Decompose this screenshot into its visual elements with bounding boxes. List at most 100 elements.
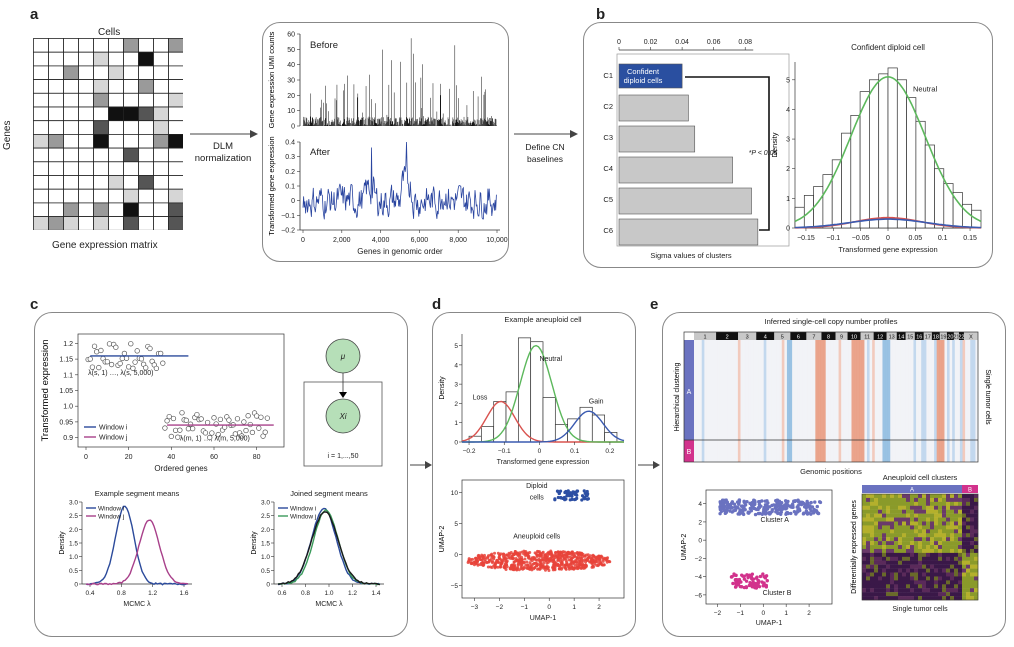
deg-cell (898, 560, 903, 565)
heatmap-column (851, 340, 855, 462)
sigma-xtick-label: 0.02 (644, 39, 658, 46)
deg-cell (914, 545, 919, 550)
deg-cell (878, 505, 883, 510)
matrix-cell (168, 188, 183, 204)
hist-xtick-label: 0.15 (963, 235, 977, 242)
joined-curve (277, 511, 381, 586)
deg-cell (930, 560, 935, 565)
deg-cell (890, 592, 895, 597)
deg-cell (966, 545, 971, 550)
deg-cell (970, 525, 975, 530)
deg-cell (922, 545, 927, 550)
deg-cell (902, 501, 907, 506)
deg-cell (910, 584, 915, 589)
matrix-cell (93, 106, 109, 122)
deg-cell (930, 568, 935, 573)
umap-cluster-a-point (719, 502, 723, 507)
deg-cell (898, 517, 903, 522)
deg-cell (878, 537, 883, 542)
deg-cell (914, 525, 919, 530)
heatmap-column (732, 340, 736, 462)
deg-cell (938, 494, 943, 499)
copy-number-plots: Inferred single-cell copy number profile… (674, 317, 991, 627)
deg-cell (970, 580, 975, 585)
umap-aneuploid-point (529, 557, 533, 561)
umap-aneuploid-point (514, 557, 518, 561)
deg-cell (942, 568, 947, 573)
umap-aneuploid-point (498, 553, 502, 557)
umap-cluster-a-point (778, 507, 783, 511)
deg-cell (910, 564, 915, 569)
deg-cell (922, 556, 927, 561)
deg-cell (878, 568, 883, 573)
deg-cell (966, 494, 971, 499)
deg-cell (946, 497, 951, 503)
deg-cell (894, 572, 899, 577)
umap-diploid-point (566, 493, 570, 497)
deg-cell (974, 501, 979, 506)
umap-aneuploid-point (476, 563, 480, 567)
matrix-cell (108, 175, 124, 190)
chromosome-label: 18 (933, 335, 939, 341)
deg-cell (926, 517, 931, 522)
umap-aneuploid-point (524, 563, 528, 567)
umap-cluster-a-point (815, 510, 819, 515)
deg-cell (878, 584, 883, 589)
deg-cell (906, 545, 911, 550)
deg-cell (958, 517, 963, 522)
umap-cluster-a-point (792, 509, 797, 514)
diploid-label: Diploid (526, 483, 548, 490)
deg-cell (926, 576, 931, 581)
sigma-xlabel: Sigma values of clusters (650, 251, 732, 260)
matrix-cell (168, 106, 183, 122)
umap-cluster-b-point (744, 585, 748, 589)
deg-cell (910, 521, 915, 526)
deg-cell (946, 513, 951, 518)
joined-ytick-label: 1.5 (261, 541, 270, 548)
joined-xtick-label: 1.4 (371, 590, 380, 597)
deg-cell (922, 509, 927, 514)
umap-cluster-a-point (735, 500, 740, 504)
deg-cell (942, 521, 947, 526)
deg-cell (950, 584, 955, 589)
matrix-cell (93, 202, 109, 217)
heatmap-column (895, 340, 899, 462)
deg-cell (942, 541, 947, 546)
d-xtick-label: 0.1 (570, 448, 579, 455)
umap-aneuploid-point (565, 562, 569, 566)
matrix-cell (33, 188, 49, 204)
heatmap-column (959, 340, 963, 462)
deg-cell (930, 509, 935, 514)
deg-cell (862, 568, 867, 573)
deg-cell (942, 509, 947, 514)
deg-cell (902, 494, 907, 499)
deg-cell (922, 584, 927, 589)
deg-cell (910, 537, 915, 542)
deg-cell (974, 560, 979, 565)
c-scatter-point (89, 364, 96, 370)
matrix-cell (33, 202, 49, 217)
seg-xtick-label: 1.2 (148, 590, 157, 597)
umap-aneuploid-point (522, 549, 526, 553)
deg-cell (970, 501, 975, 506)
deg-cell (882, 533, 887, 538)
deg-cell (898, 494, 903, 499)
deg-cell (962, 537, 967, 542)
deg-cell (914, 584, 919, 589)
deg-cell (942, 596, 947, 601)
deg-cell (910, 588, 915, 593)
deg-cell (866, 537, 871, 542)
deg-cell (894, 501, 899, 506)
deg-cluster-b-label: B (968, 488, 972, 494)
deg-cell (962, 517, 967, 522)
umap-aneuploid-point (483, 558, 487, 562)
heatmap-column (843, 340, 847, 462)
deg-cell (910, 533, 915, 538)
deg-cell (938, 517, 943, 522)
deg-cell (874, 588, 879, 593)
c-scatter-point (117, 360, 123, 367)
matrix-cell (168, 79, 183, 94)
umap-aneuploid-point (596, 564, 600, 568)
deg-cell (906, 560, 911, 565)
deg-cell (918, 580, 923, 585)
